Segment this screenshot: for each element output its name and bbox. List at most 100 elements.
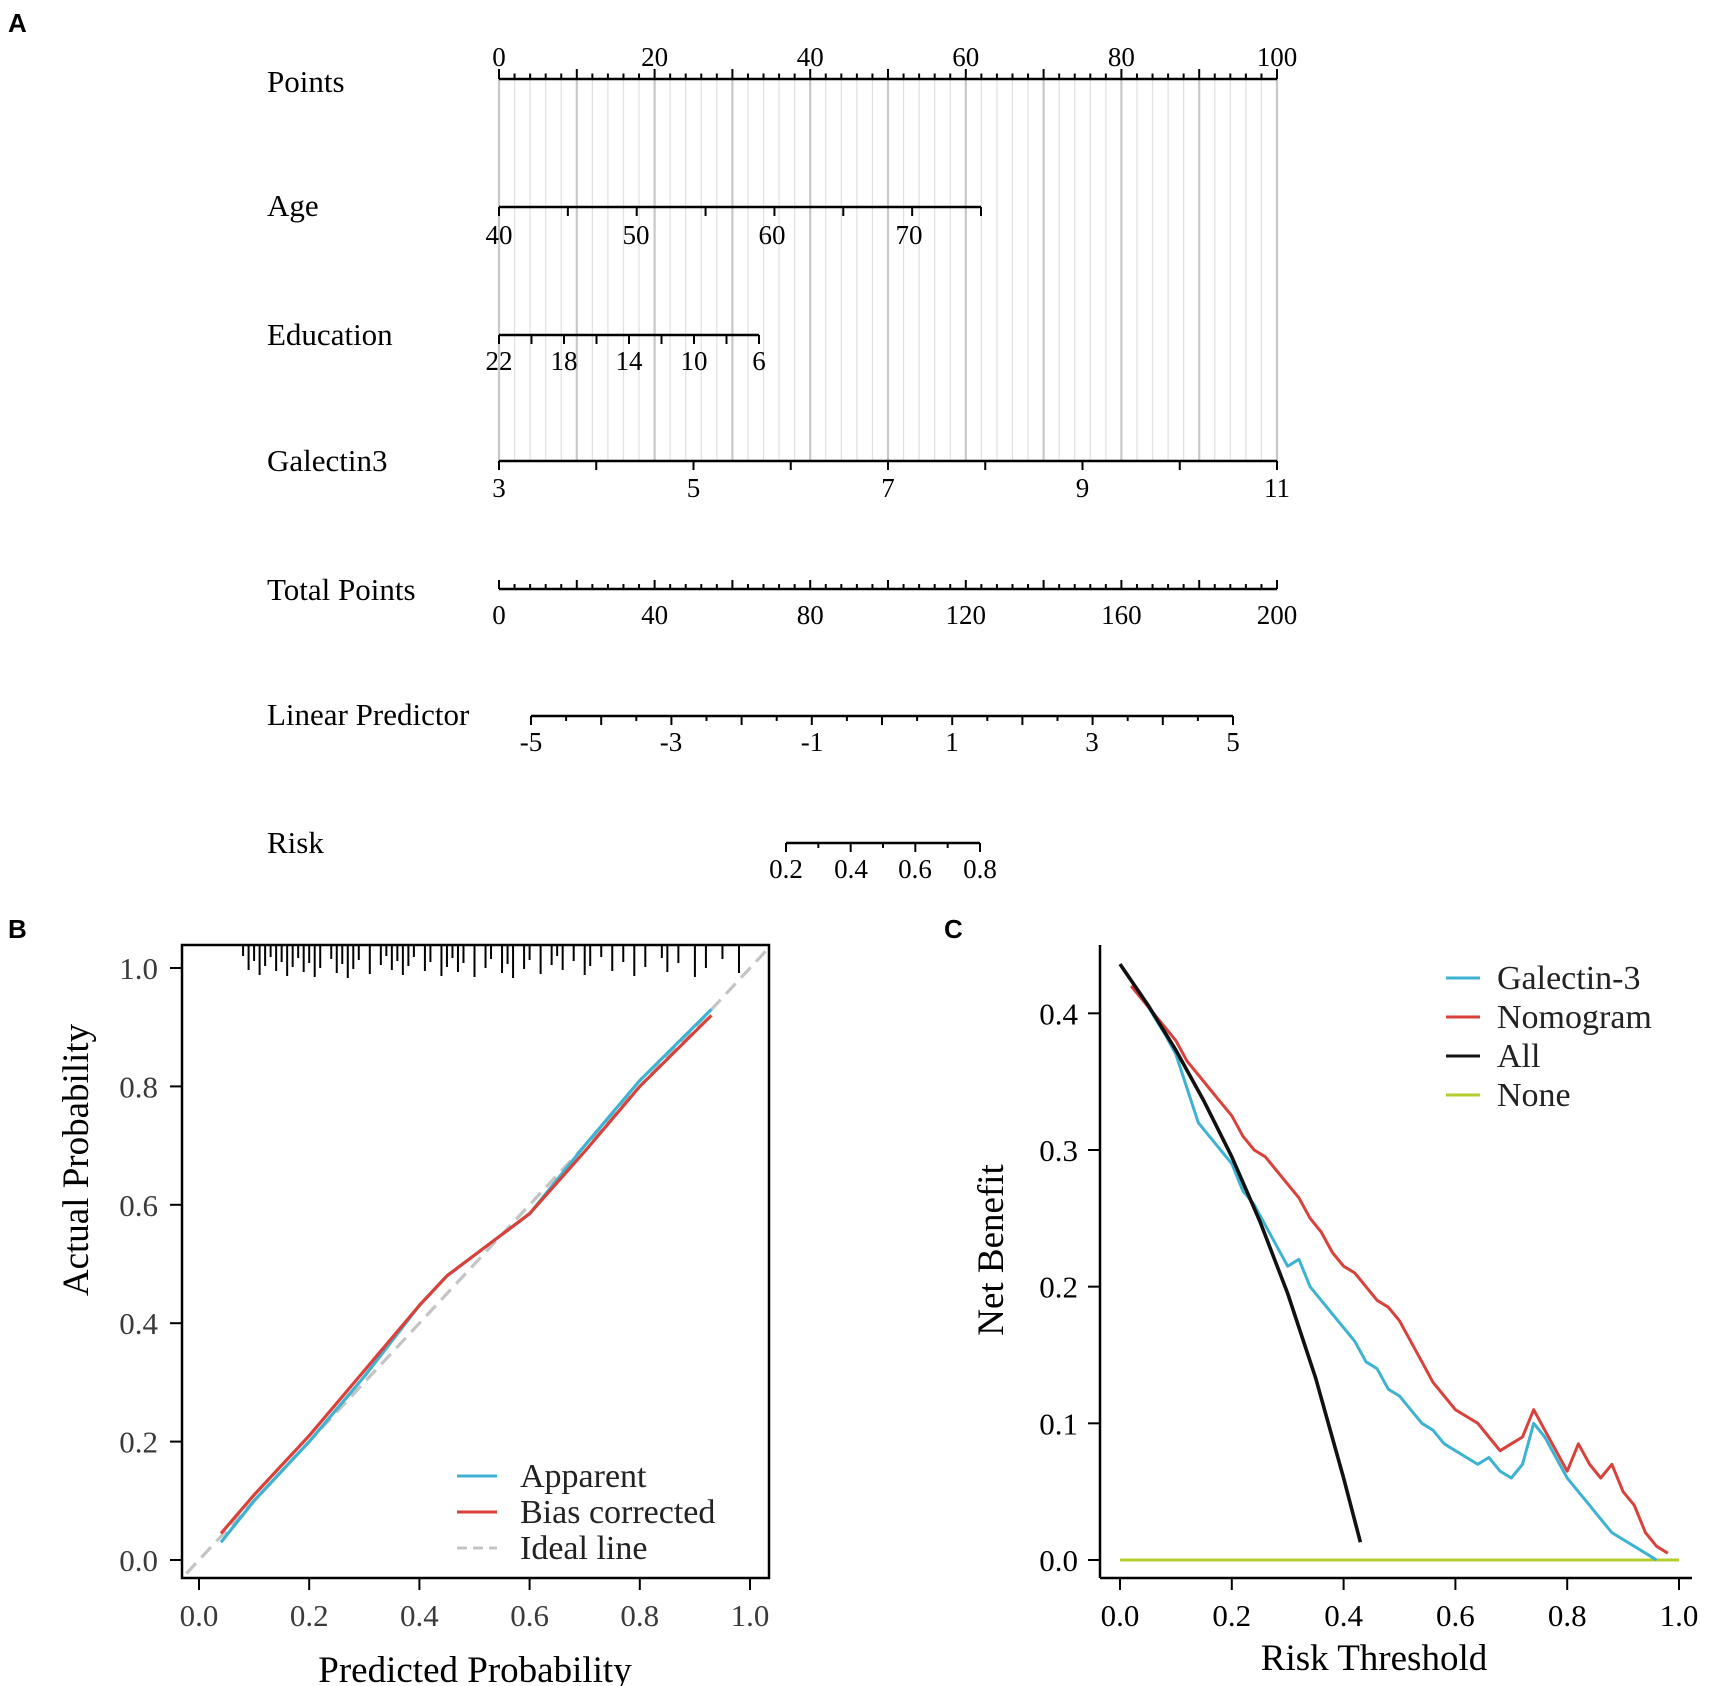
decision-legend: Galectin-3 Nomogram All None xyxy=(1446,960,1652,1114)
calibration-y-tick-label: 0.4 xyxy=(119,1306,158,1341)
points-tick-60: 60 xyxy=(952,42,979,72)
calibration-y-tick-label: 0.0 xyxy=(119,1543,158,1578)
calibration-series-ideal-line xyxy=(182,945,769,1578)
education-label: Education xyxy=(267,317,393,352)
points-tick-20: 20 xyxy=(641,42,668,72)
age-tick-60: 60 xyxy=(759,220,786,250)
points-tick-0: 0 xyxy=(492,42,506,72)
decision-y-tick-label: 0.1 xyxy=(1039,1406,1078,1441)
risk-tick-0.6: 0.6 xyxy=(898,854,932,884)
decision-series-galectin-3 xyxy=(1130,985,1658,1562)
calibration-x-tick-label: 0.0 xyxy=(180,1598,219,1633)
total-points-scale: 0 40 80 120 160 200 xyxy=(492,580,1297,630)
calibration-frame xyxy=(180,943,771,1580)
calibration-y-tick-label: 0.8 xyxy=(119,1069,158,1104)
decision-x-title: Risk Threshold xyxy=(1261,1638,1488,1679)
calibration-x-tick-label: 0.4 xyxy=(400,1598,439,1633)
age-tick-50: 50 xyxy=(623,220,650,250)
calibration-panel: 0.0 0.2 0.4 0.6 0.8 1.0 0.0 0.2 0.4 0.6 0.8 1.0 Pre… xyxy=(56,943,771,1686)
decision-y-title: Net Benefit xyxy=(971,1163,1012,1335)
decision-x-tick-label: 0.4 xyxy=(1324,1598,1363,1633)
risk-tick-0.2: 0.2 xyxy=(769,854,803,884)
linear-predictor-tick-3: 3 xyxy=(1085,727,1099,757)
calibration-y-tick-label: 0.6 xyxy=(119,1188,158,1223)
decision-x-tick-label: 0.8 xyxy=(1548,1598,1587,1633)
total-points-tick-120: 120 xyxy=(946,600,987,630)
calibration-axes: 0.0 0.2 0.4 0.6 0.8 1.0 0.0 0.2 0.4 0.6 0.8 1.0 xyxy=(119,951,769,1633)
legend-apparent-label: Apparent xyxy=(520,1458,647,1495)
points-tick-40: 40 xyxy=(797,42,824,72)
calibration-rug xyxy=(242,946,740,978)
nomogram-panel: Points Age Education Galectin3 Total Poi… xyxy=(267,42,1297,884)
calibration-lines xyxy=(182,945,769,1578)
education-tick-22: 22 xyxy=(486,346,513,376)
galectin3-tick-7: 7 xyxy=(881,473,895,503)
calibration-x-tick-label: 0.6 xyxy=(510,1598,549,1633)
calibration-x-title: Predicted Probability xyxy=(318,1650,632,1686)
linear-predictor-tick-5: 5 xyxy=(1226,727,1240,757)
legend-ideal-line-label: Ideal line xyxy=(520,1530,647,1567)
education-tick-6: 6 xyxy=(752,346,766,376)
calibration-x-tick-label: 0.8 xyxy=(620,1598,659,1633)
nomogram-gridlines xyxy=(497,79,1279,461)
panel-letter-b: B xyxy=(8,914,27,944)
risk-scale: 0.2 0.4 0.6 0.8 xyxy=(769,841,997,884)
age-tick-40: 40 xyxy=(486,220,513,250)
galectin3-scale: 3 5 7 9 11 xyxy=(492,459,1290,503)
total-points-tick-200: 200 xyxy=(1257,600,1298,630)
legend-galectin3-label: Galectin-3 xyxy=(1497,960,1641,997)
linear-predictor-tick-1: 1 xyxy=(945,727,959,757)
panel-letter-a: A xyxy=(8,8,27,38)
education-tick-10: 10 xyxy=(681,346,708,376)
risk-tick-0.8: 0.8 xyxy=(963,854,997,884)
risk-label: Risk xyxy=(267,825,324,860)
linear-predictor-tick-neg1: -1 xyxy=(801,727,824,757)
galectin3-tick-5: 5 xyxy=(687,473,701,503)
age-tick-70: 70 xyxy=(896,220,923,250)
decision-x-tick-label: 0.6 xyxy=(1436,1598,1475,1633)
decision-series-nomogram xyxy=(1130,985,1669,1555)
calibration-x-tick-label: 0.2 xyxy=(290,1598,329,1633)
total-points-label: Total Points xyxy=(267,572,416,607)
points-tick-80: 80 xyxy=(1108,42,1135,72)
decision-y-tick-label: 0.4 xyxy=(1039,996,1078,1031)
decision-x-tick-label: 0.2 xyxy=(1212,1598,1251,1633)
legend-bias-corrected-label: Bias corrected xyxy=(520,1494,715,1531)
linear-predictor-scale: -5 -3 -1 1 3 5 xyxy=(520,714,1240,757)
linear-predictor-tick-neg3: -3 xyxy=(660,727,683,757)
decision-axes: 0.0 0.2 0.4 0.6 0.8 1.0 0.0 0.1 0.2 0.3 0.4 xyxy=(1039,996,1698,1633)
calibration-y-title: Actual Probability xyxy=(56,1023,97,1296)
decision-y-tick-label: 0.3 xyxy=(1039,1133,1078,1168)
total-points-tick-40: 40 xyxy=(641,600,668,630)
points-scale: 0 20 40 60 80 100 xyxy=(492,42,1298,81)
calibration-x-tick-label: 1.0 xyxy=(731,1598,770,1633)
education-scale: 22 18 14 10 6 xyxy=(486,333,766,376)
education-tick-18: 18 xyxy=(551,346,578,376)
calibration-series-bias-corrected xyxy=(219,1014,713,1535)
galectin3-label: Galectin3 xyxy=(267,443,388,478)
total-points-tick-160: 160 xyxy=(1101,600,1142,630)
galectin3-tick-3: 3 xyxy=(492,473,506,503)
total-points-tick-0: 0 xyxy=(492,600,506,630)
points-tick-100: 100 xyxy=(1257,42,1298,72)
education-tick-14: 14 xyxy=(616,346,644,376)
decision-curve-panel: 0.0 0.2 0.4 0.6 0.8 1.0 0.0 0.1 0.2 0.3 0.4 Risk T… xyxy=(971,945,1698,1679)
age-label: Age xyxy=(267,188,319,223)
legend-nomogram-label: Nomogram xyxy=(1497,999,1652,1036)
linear-predictor-label: Linear Predictor xyxy=(267,697,470,732)
decision-x-tick-label: 0.0 xyxy=(1101,1598,1140,1633)
calibration-y-tick-label: 0.2 xyxy=(119,1425,158,1460)
calibration-legend: Apparent Bias corrected Ideal line xyxy=(457,1458,715,1567)
galectin3-tick-11: 11 xyxy=(1264,473,1290,503)
age-scale: 40 50 60 70 xyxy=(486,205,982,250)
decision-x-tick-label: 1.0 xyxy=(1660,1598,1699,1633)
calibration-y-tick-label: 1.0 xyxy=(119,951,158,986)
decision-series-all xyxy=(1118,963,1363,1543)
total-points-tick-80: 80 xyxy=(797,600,824,630)
risk-tick-0.4: 0.4 xyxy=(834,854,868,884)
legend-none-label: None xyxy=(1497,1077,1571,1114)
galectin3-tick-9: 9 xyxy=(1076,473,1090,503)
panel-letter-c: C xyxy=(944,914,963,944)
decision-lines xyxy=(1118,963,1679,1562)
